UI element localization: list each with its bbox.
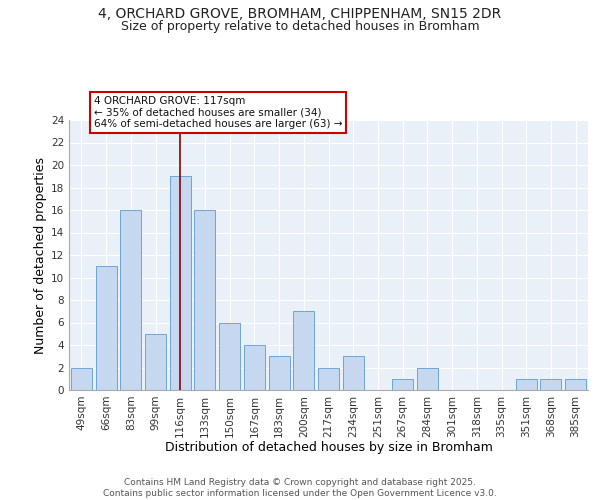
Bar (244, 345, 265, 390)
Bar (145, 334, 166, 390)
Y-axis label: Number of detached properties: Number of detached properties (34, 156, 47, 354)
Bar (417, 368, 438, 390)
Bar (170, 176, 191, 390)
X-axis label: Distribution of detached houses by size in Bromham: Distribution of detached houses by size … (164, 441, 493, 454)
Bar (293, 311, 314, 390)
Bar (541, 379, 562, 390)
Bar (392, 379, 413, 390)
Text: Size of property relative to detached houses in Bromham: Size of property relative to detached ho… (121, 20, 479, 33)
Bar (120, 210, 141, 390)
Bar (194, 210, 215, 390)
Bar (269, 356, 290, 390)
Text: 4, ORCHARD GROVE, BROMHAM, CHIPPENHAM, SN15 2DR: 4, ORCHARD GROVE, BROMHAM, CHIPPENHAM, S… (98, 8, 502, 22)
Bar (219, 322, 240, 390)
Bar (95, 266, 116, 390)
Bar (318, 368, 339, 390)
Bar (516, 379, 537, 390)
Bar (565, 379, 586, 390)
Text: 4 ORCHARD GROVE: 117sqm
← 35% of detached houses are smaller (34)
64% of semi-de: 4 ORCHARD GROVE: 117sqm ← 35% of detache… (94, 96, 342, 129)
Text: Contains HM Land Registry data © Crown copyright and database right 2025.
Contai: Contains HM Land Registry data © Crown c… (103, 478, 497, 498)
Bar (71, 368, 92, 390)
Bar (343, 356, 364, 390)
